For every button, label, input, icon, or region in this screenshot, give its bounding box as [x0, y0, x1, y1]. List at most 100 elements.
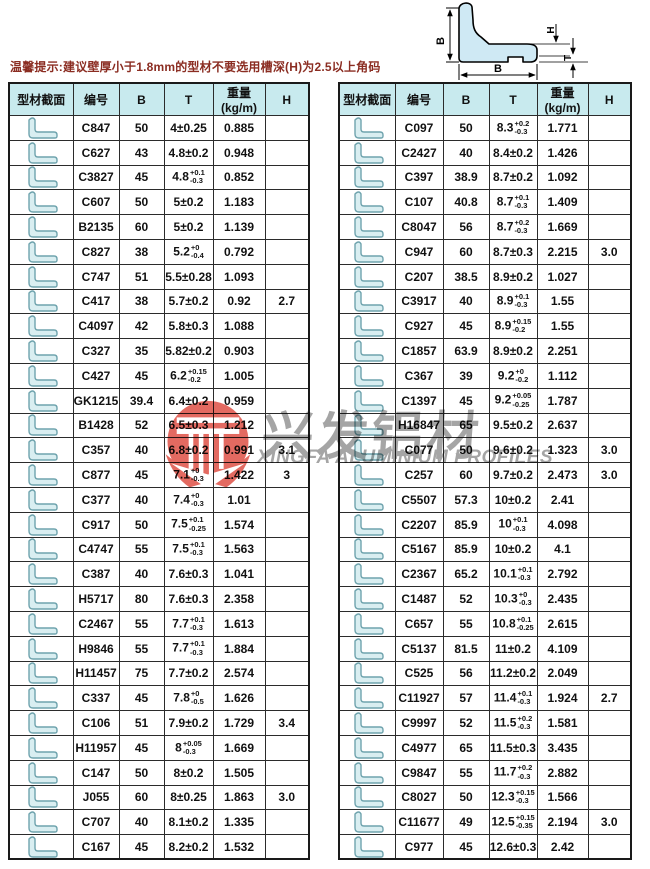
- code-cell: C8027: [394, 784, 444, 811]
- table-row: C627 43 4.8±0.2 0.948: [8, 139, 310, 166]
- t-cell: 5.5±0.28: [163, 263, 214, 290]
- table-row: C1397 45 9.2 +0.05 -0.25 1.787: [338, 387, 632, 414]
- table-row: H5717 80 7.6±0.3 2.358: [8, 586, 310, 612]
- b-cell: 42: [118, 313, 165, 340]
- profile-section-cell: [8, 387, 74, 414]
- table-row: C427 45 6.2 +0.15 -0.2 1.005: [8, 362, 310, 389]
- code-cell: C917: [72, 511, 120, 538]
- b-cell: 40: [118, 809, 165, 836]
- t-cell: 5.2 +0 -0.4: [163, 238, 214, 265]
- code-cell: C257: [394, 462, 444, 488]
- weight-cell: 1.505: [212, 759, 266, 786]
- l-profile-icon: [10, 216, 72, 238]
- table-row: C107 40.8 8.7 +0.1 -0.3 1.409: [338, 189, 632, 216]
- code-cell: C977: [394, 834, 444, 860]
- h-cell: 2.7: [264, 288, 310, 315]
- b-cell: 55: [442, 610, 490, 637]
- t-cell: 6.4±0.2: [163, 387, 214, 414]
- weight-cell: 1.55: [536, 313, 589, 340]
- table-row: C167 45 8.2±0.2 1.532: [8, 834, 310, 860]
- table-row: C387 40 7.6±0.3 1.041: [8, 561, 310, 588]
- code-cell: C2207: [394, 511, 444, 538]
- t-cell: 8.9±0.2: [488, 263, 538, 290]
- dim-label-b-bottom: B: [494, 63, 502, 75]
- b-cell: 57: [442, 685, 490, 712]
- b-cell: 45: [118, 685, 165, 712]
- t-cell: 8.7±0.3: [488, 238, 538, 265]
- weight-cell: 1.55: [536, 288, 589, 315]
- b-cell: 51: [118, 710, 165, 736]
- weight-cell: 1.422: [212, 462, 266, 488]
- table-row: B1428 52 6.5±0.3 1.212: [8, 412, 310, 439]
- header-weight: 重量(kg/m): [212, 82, 266, 116]
- t-cell: 11±0.2: [488, 635, 538, 662]
- table-row: C2207 85.9 10 +0.1 -0.3 4.098: [338, 511, 632, 538]
- table-right-body: C097 50 8.3 +0.2 -0.3 1.771 C2427 40 8.4±0.2 1.42…: [338, 115, 632, 860]
- l-profile-icon: [340, 117, 394, 139]
- weight-cell: 2.215: [536, 238, 589, 265]
- l-profile-icon: [10, 662, 72, 685]
- profile-section-cell: [338, 660, 396, 687]
- profile-section-cell: [8, 511, 74, 538]
- weight-cell: 2.574: [212, 660, 266, 687]
- header-t: T: [488, 82, 538, 116]
- table-row: C877 45 7.1 +0 -0.3 1.422 3: [8, 462, 310, 488]
- l-profile-shape: [458, 2, 538, 63]
- code-cell: C877: [72, 462, 120, 488]
- t-cell: 10.3 +0 -0.3: [488, 586, 538, 612]
- l-profile-icon: [10, 538, 72, 561]
- weight-cell: 1.183: [212, 189, 266, 216]
- b-cell: 38: [118, 288, 165, 315]
- code-cell: C3827: [72, 164, 120, 191]
- h-cell: [264, 214, 310, 240]
- h-cell: [587, 635, 632, 662]
- l-profile-icon: [340, 265, 394, 288]
- weight-cell: 2.41: [536, 486, 589, 513]
- table-row: C337 45 7.8 +0 -0.5 1.626: [8, 685, 310, 712]
- t-cell: 10±0.2: [488, 536, 538, 563]
- h-cell: [587, 610, 632, 637]
- b-cell: 49: [442, 809, 490, 836]
- table-row: C8027 50 12.3 +0.15 -0.3 1.566: [338, 784, 632, 811]
- h-cell: [587, 362, 632, 389]
- profile-section-cell: [8, 238, 74, 265]
- header-profile-section: 型材截面: [8, 82, 74, 116]
- l-profile-icon: [340, 637, 394, 660]
- weight-cell: 0.92: [212, 288, 266, 315]
- profile-section-cell: [8, 214, 74, 240]
- weight-cell: 1.005: [212, 362, 266, 389]
- code-cell: C387: [72, 561, 120, 588]
- code-cell: C357: [72, 437, 120, 464]
- weight-cell: 1.669: [212, 734, 266, 761]
- profile-section-cell: [8, 685, 74, 712]
- l-profile-icon: [340, 836, 394, 858]
- t-cell: 5.82±0.2: [163, 338, 214, 364]
- l-profile-icon: [340, 811, 394, 833]
- h-cell: 3.0: [587, 238, 632, 265]
- profile-section-cell: [338, 338, 396, 364]
- t-cell: 11.4 +0.1 -0.3: [488, 685, 538, 712]
- code-cell: B2135: [72, 214, 120, 240]
- table-row: C1857 63.9 8.9±0.2 2.251: [338, 338, 632, 364]
- t-cell: 7.7±0.2: [163, 660, 214, 687]
- weight-cell: 1.335: [212, 809, 266, 836]
- t-cell: 6.5±0.3: [163, 412, 214, 439]
- profile-section-cell: [8, 164, 74, 191]
- table-row: C8047 56 8.7 +0.2 -0.3 1.669: [338, 214, 632, 240]
- t-cell: 8 +0.05 -0.3: [163, 734, 214, 761]
- weight-cell: 0.991: [212, 437, 266, 464]
- profile-section-cell: [338, 561, 396, 588]
- table-row: C525 56 11.2±0.2 2.049: [338, 660, 632, 687]
- code-cell: B1428: [72, 412, 120, 439]
- table-row: C927 45 8.9 +0.15 -0.2 1.55: [338, 313, 632, 340]
- t-cell: 8±0.25: [163, 784, 214, 811]
- h-cell: [587, 214, 632, 240]
- t-cell: 8.9 +0.15 -0.2: [488, 313, 538, 340]
- l-profile-icon: [10, 290, 72, 313]
- weight-cell: 3.435: [536, 734, 589, 761]
- l-profile-icon: [340, 439, 394, 461]
- table-row: C327 35 5.82±0.2 0.903: [8, 338, 310, 364]
- l-profile-icon: [340, 588, 394, 610]
- table-row: C147 50 8±0.2 1.505: [8, 759, 310, 786]
- l-profile-icon: [10, 439, 72, 461]
